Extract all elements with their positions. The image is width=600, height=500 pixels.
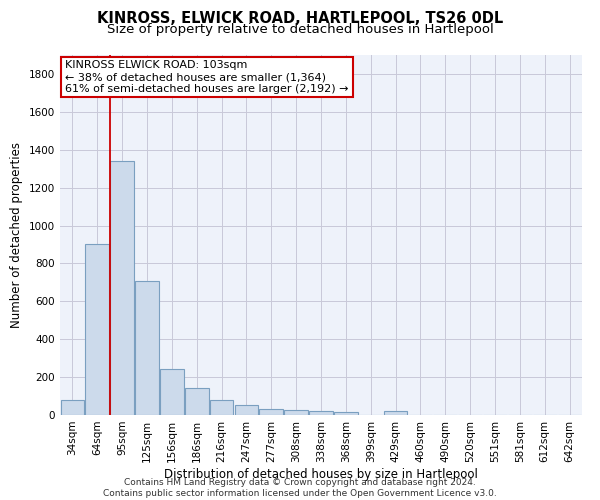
Bar bbox=[284, 410, 308, 415]
Bar bbox=[135, 282, 159, 415]
Text: KINROSS, ELWICK ROAD, HARTLEPOOL, TS26 0DL: KINROSS, ELWICK ROAD, HARTLEPOOL, TS26 0… bbox=[97, 11, 503, 26]
Bar bbox=[85, 244, 109, 415]
Bar bbox=[210, 400, 233, 415]
Bar bbox=[235, 404, 258, 415]
Text: Size of property relative to detached houses in Hartlepool: Size of property relative to detached ho… bbox=[107, 22, 493, 36]
Bar bbox=[110, 161, 134, 415]
Bar bbox=[384, 411, 407, 415]
Y-axis label: Number of detached properties: Number of detached properties bbox=[10, 142, 23, 328]
Bar bbox=[259, 410, 283, 415]
X-axis label: Distribution of detached houses by size in Hartlepool: Distribution of detached houses by size … bbox=[164, 468, 478, 480]
Bar bbox=[185, 388, 209, 415]
Bar bbox=[160, 368, 184, 415]
Text: KINROSS ELWICK ROAD: 103sqm
← 38% of detached houses are smaller (1,364)
61% of : KINROSS ELWICK ROAD: 103sqm ← 38% of det… bbox=[65, 60, 349, 94]
Text: Contains HM Land Registry data © Crown copyright and database right 2024.
Contai: Contains HM Land Registry data © Crown c… bbox=[103, 478, 497, 498]
Bar bbox=[61, 400, 84, 415]
Bar bbox=[334, 412, 358, 415]
Bar bbox=[309, 411, 333, 415]
